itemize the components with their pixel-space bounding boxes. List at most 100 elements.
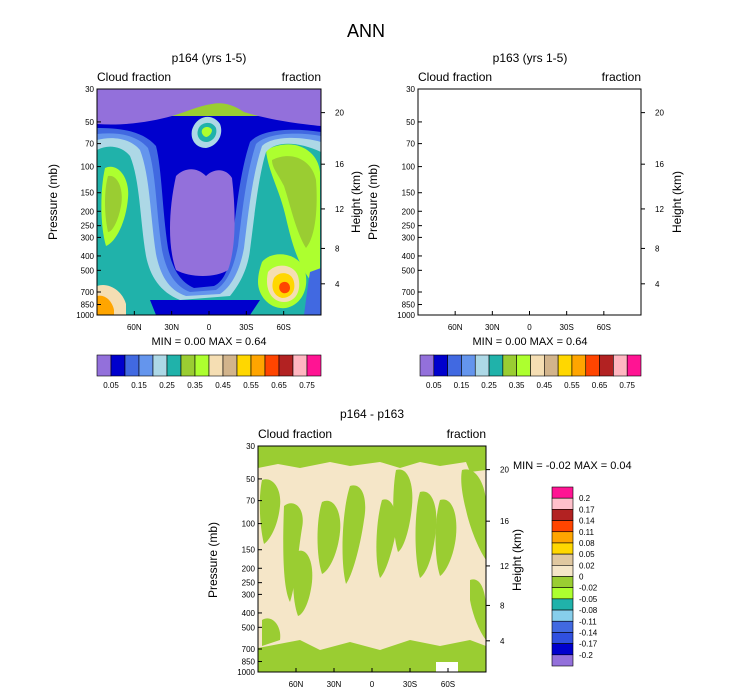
colorbar-label: 0.11 (579, 528, 595, 537)
band-mediumblue (418, 116, 642, 288)
stats-text: MIN = 0.00 MAX = 0.64 (473, 336, 588, 348)
x-tick-label: 30N (327, 680, 342, 689)
panel-title: p164 - p163 (340, 407, 404, 421)
colorbar-box (124, 354, 140, 377)
band-olive-left (426, 176, 443, 232)
stats-text: MIN = 0.00 MAX = 0.64 (152, 336, 267, 348)
band-lightgreen-left (422, 167, 449, 246)
band-orange-rightblob (279, 281, 290, 294)
colorbar-box (166, 354, 182, 377)
colorbar-box (208, 354, 224, 377)
y-tick-label: 30 (246, 442, 255, 451)
colorbar-label: -0.08 (579, 606, 598, 615)
colorbar-box (180, 354, 196, 377)
band-olive-right (272, 156, 317, 248)
x-tick-label: 0 (527, 323, 532, 332)
colorbar-box (250, 354, 266, 377)
height-tick-label: 16 (335, 160, 344, 169)
band-tan-leftcorner (418, 285, 447, 315)
colorbar-box (551, 632, 574, 644)
colorbar-box (222, 354, 238, 377)
y-axis-label-right: Height (km) (510, 529, 524, 591)
x-tick-label: 60S (441, 680, 455, 689)
colorbar-label: 0.25 (481, 381, 497, 390)
colorbar-label: 0.02 (579, 561, 595, 570)
colorbar-box (544, 354, 559, 377)
y-tick-label: 200 (81, 207, 95, 216)
height-ticks: 20 16 12 8 4 (321, 109, 344, 289)
colorbar-box (488, 354, 504, 377)
y-tick-label: 400 (242, 609, 256, 618)
colorbar-box (110, 354, 126, 377)
x-tick-label: 30S (239, 323, 253, 332)
y-tick-label: 500 (242, 623, 256, 632)
colorbar-box (551, 509, 574, 521)
colorbar-box (551, 576, 574, 588)
left-string: Cloud fraction (258, 427, 332, 441)
colorbar-box (551, 531, 574, 544)
colorbar-box (292, 354, 308, 377)
y-tick-label: 150 (402, 189, 416, 198)
x-tick-label: 30N (164, 323, 179, 332)
band-green-j (470, 579, 486, 640)
band-green-bottomleft (262, 618, 281, 646)
colorbar-box (264, 354, 280, 377)
y-tick-label: 250 (402, 222, 416, 231)
height-tick-label: 12 (655, 205, 664, 214)
y-axis-label: Pressure (mb) (46, 164, 60, 240)
colorbar-box (433, 354, 448, 377)
colorbar-label: -0.11 (579, 617, 597, 626)
band-orange-leftcorner (418, 296, 435, 315)
y-tick-label: 1000 (76, 311, 94, 320)
height-tick-label: 20 (335, 109, 344, 118)
y-tick-label: 700 (242, 645, 256, 654)
band-green-top (258, 446, 486, 472)
y-tick-label: 200 (242, 564, 256, 573)
colorbar-label: 0.55 (564, 381, 580, 390)
contour-field (97, 89, 321, 315)
y-tick-label: 100 (81, 163, 95, 172)
y-tick-label: 50 (406, 118, 415, 127)
y-axis-label-right: Height (km) (670, 171, 684, 233)
y-tick-label: 30 (406, 85, 415, 94)
colorbar-box (571, 354, 587, 377)
height-tick-label: 12 (500, 562, 509, 571)
contour-field (258, 446, 486, 672)
y-axis-label-right: Height (km) (349, 171, 363, 233)
band-orange-leftcorner (97, 295, 114, 315)
colorbar-label: 0.15 (454, 381, 470, 390)
band-lavender-core (491, 169, 556, 276)
colorbar-label: 0.08 (579, 539, 595, 548)
band-olive-left (105, 175, 122, 232)
y-tick-label: 50 (246, 475, 255, 484)
colorbar-box (551, 598, 574, 611)
colorbar-box (551, 542, 574, 555)
colorbar-label: 0.25 (159, 381, 175, 390)
band-green-b (293, 550, 313, 616)
y-tick-label: 1000 (237, 668, 255, 677)
colorbar-box (278, 354, 294, 377)
colorbar-label: 0.05 (579, 550, 595, 559)
colorbar-label: 0.35 (509, 381, 525, 390)
band-gold-rightblob (593, 273, 615, 298)
colorbar-box (551, 520, 574, 533)
band-white-patch (436, 662, 458, 672)
band-green-bottom (258, 640, 486, 672)
y-tick-label: 70 (406, 140, 415, 149)
y-tick-label: 200 (402, 207, 416, 216)
height-tick-label: 16 (655, 160, 664, 169)
band-green-left (259, 479, 281, 544)
right-string: fraction (602, 70, 641, 84)
colorbar-box (551, 553, 574, 566)
page-title: ANN (347, 21, 385, 41)
height-tick-label: 4 (500, 637, 505, 646)
colorbar-label: 0.05 (103, 381, 119, 390)
band-lightgreen-rightblob (579, 254, 627, 308)
colorbar-label: 0 (579, 573, 584, 582)
y-tick-label: 500 (402, 266, 416, 275)
band-green-a (283, 503, 303, 602)
y-tick-label: 1000 (397, 311, 415, 320)
y-tick-label: 500 (81, 266, 95, 275)
